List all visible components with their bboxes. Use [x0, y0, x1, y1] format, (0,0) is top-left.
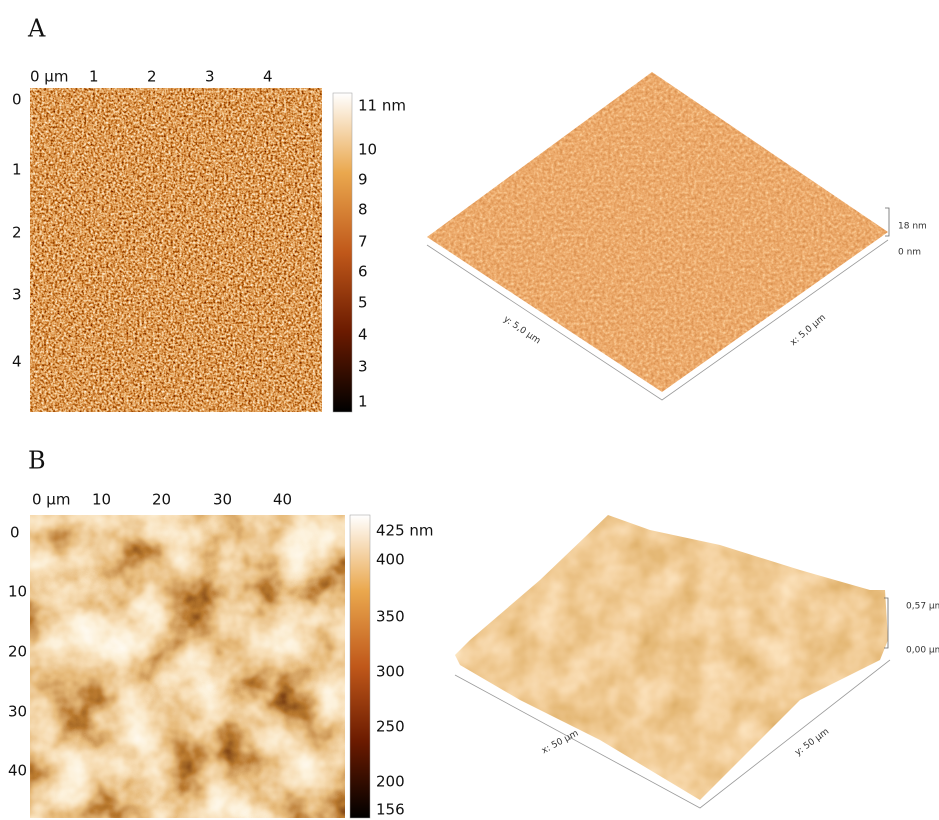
x-tick-label: 1	[89, 68, 99, 86]
z-label: 0,57 µm	[906, 602, 939, 612]
height-map	[30, 515, 345, 818]
colorbar-label: 300	[376, 663, 405, 681]
colorbar	[349, 514, 371, 819]
x-tick-label: 4	[263, 68, 273, 86]
z-axis	[884, 597, 889, 649]
colorbar-label: 10	[358, 141, 377, 159]
x-tick-label: 0 µm	[32, 491, 70, 509]
colorbar-label: 1	[358, 393, 368, 411]
surface-3d	[455, 515, 888, 800]
z-axis	[885, 207, 890, 237]
x-tick-label: 40	[273, 491, 292, 509]
y-axis-label: y: 50 µm	[793, 727, 831, 758]
y-tick-label: 0	[12, 91, 22, 109]
y-tick-label: 4	[12, 353, 22, 371]
x-axis-label: x: 5,0 µm	[789, 313, 828, 348]
surface-3d	[427, 72, 888, 392]
colorbar-label: 3	[358, 358, 368, 376]
y-tick-label: 0	[10, 524, 20, 542]
colorbar-label: 9	[358, 171, 368, 189]
x-tick-label: 3	[205, 68, 215, 86]
height-map	[30, 88, 322, 412]
x-tick-label: 10	[92, 491, 111, 509]
x-tick-label: 30	[213, 491, 232, 509]
x-tick-label: 0 µm	[30, 68, 68, 86]
colorbar-label: 11 nm	[358, 97, 406, 115]
colorbar-label: 6	[358, 263, 368, 281]
colorbar-label: 5	[358, 294, 368, 312]
colorbar-label: 4	[358, 326, 368, 344]
y-tick-label: 3	[12, 286, 22, 304]
y-tick-label: 10	[8, 583, 27, 601]
axis-lines	[454, 659, 891, 809]
z-label: 0,00 µm	[906, 646, 939, 656]
colorbar-label: 8	[358, 201, 368, 219]
y-tick-label: 20	[8, 643, 27, 661]
panel-label: A	[27, 15, 46, 43]
z-label: 18 nm	[898, 222, 927, 232]
y-tick-label: 40	[8, 762, 27, 780]
x-tick-label: 20	[152, 491, 171, 509]
colorbar-label: 156	[376, 801, 405, 819]
colorbar-label: 400	[376, 551, 405, 569]
colorbar-label: 250	[376, 718, 405, 736]
colorbar-label: 200	[376, 773, 405, 791]
colorbar	[332, 92, 353, 413]
panel-label: B	[28, 447, 46, 475]
colorbar-label: 350	[376, 608, 405, 626]
colorbar-label: 7	[358, 233, 368, 251]
x-axis-label: x: 50 µm	[540, 729, 580, 757]
x-tick-label: 2	[147, 68, 157, 86]
y-tick-label: 30	[8, 703, 27, 721]
z-label: 0 nm	[898, 248, 921, 258]
y-tick-label: 2	[12, 224, 22, 242]
y-axis-label: y: 5,0 µm	[501, 314, 542, 346]
axis-lines	[426, 239, 889, 401]
y-tick-label: 1	[12, 161, 22, 179]
colorbar-label: 425 nm	[376, 522, 434, 540]
